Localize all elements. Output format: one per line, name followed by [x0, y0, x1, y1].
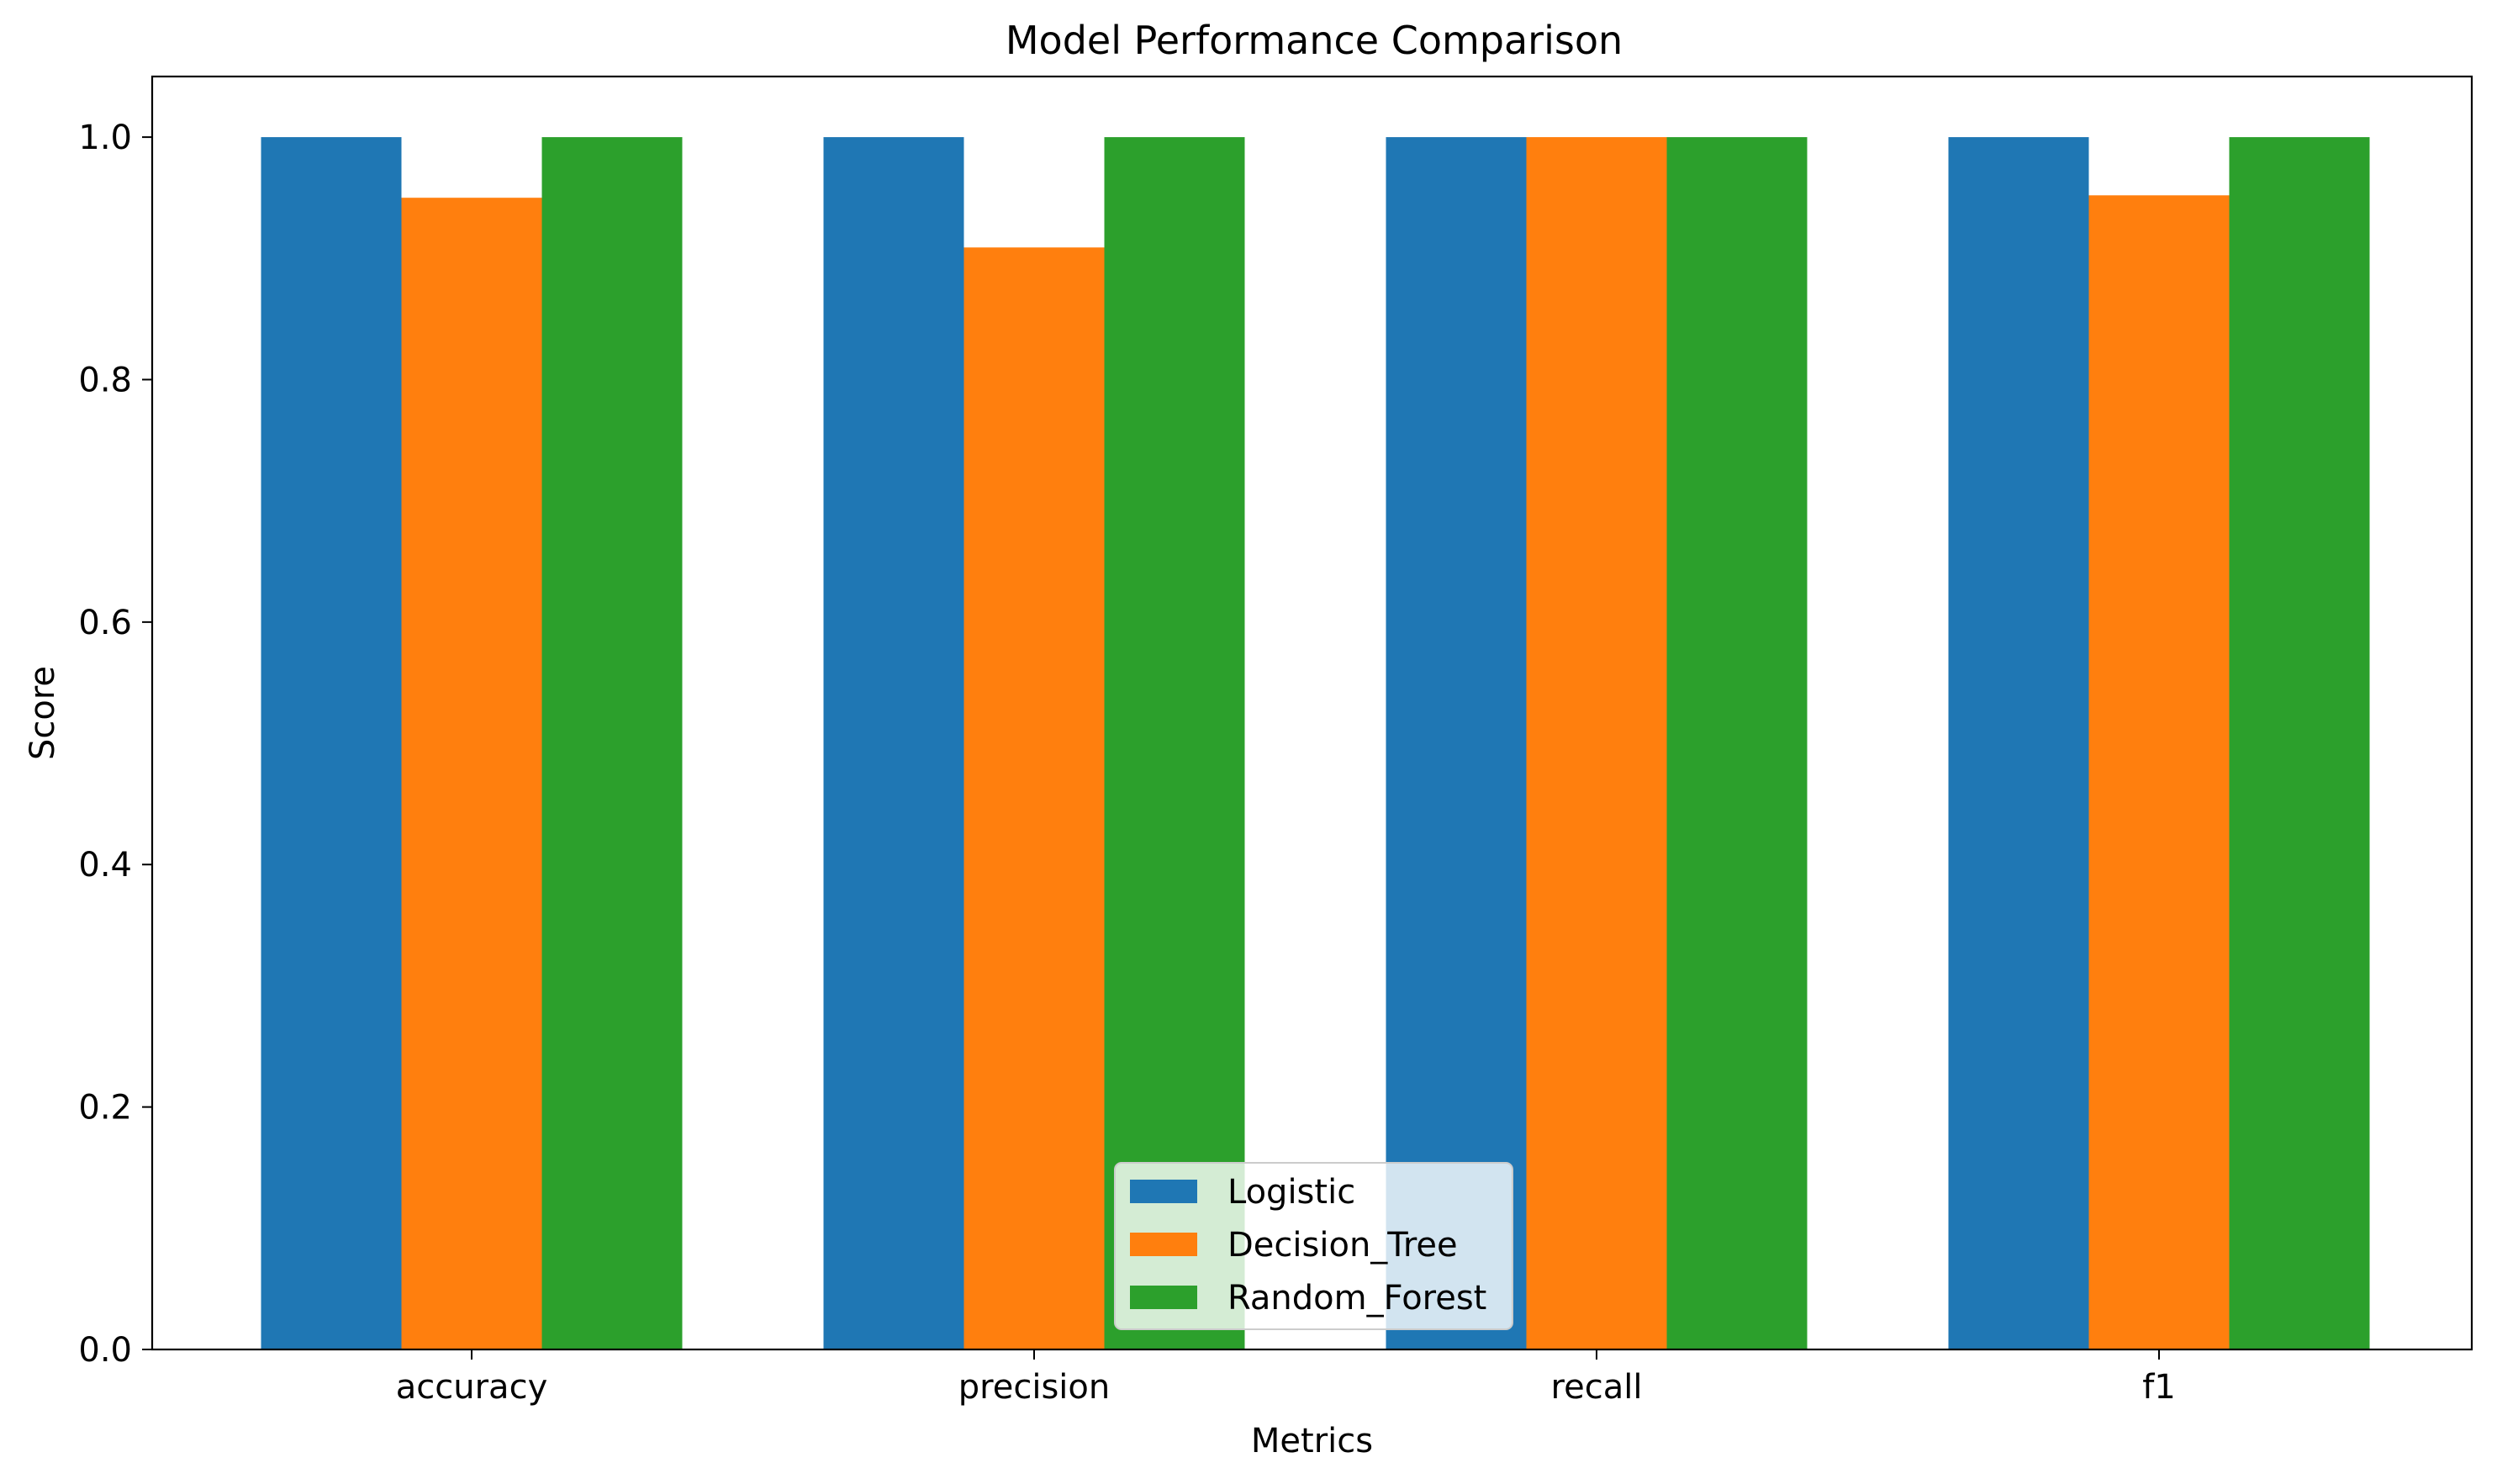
bars-group	[261, 137, 2370, 1350]
x-tick-label: precision	[958, 1368, 1110, 1407]
y-axis-label: Score	[24, 666, 62, 760]
legend-swatch	[1130, 1286, 1197, 1309]
bar-decision-tree-f1	[2088, 195, 2230, 1350]
x-axis-label: Metrics	[1251, 1422, 1373, 1460]
y-tick-label: 1.0	[78, 119, 132, 157]
bar-logistic-f1	[1948, 137, 2089, 1350]
bar-decision-tree-recall	[1526, 137, 1667, 1350]
x-tick-label: accuracy	[396, 1368, 547, 1407]
plot-frame	[150, 75, 2473, 1351]
x-tick-label: f1	[2142, 1368, 2176, 1407]
y-tick-label: 0.6	[78, 604, 132, 642]
y-tick-label: 0.0	[78, 1331, 132, 1370]
bar-random-forest-precision	[1104, 137, 1245, 1350]
bar-decision-tree-precision	[963, 247, 1105, 1349]
y-tick-label: 0.4	[78, 846, 132, 885]
legend-swatch	[1130, 1180, 1197, 1203]
legend-swatch	[1130, 1233, 1197, 1256]
legend-box	[1114, 1162, 1513, 1330]
bar-random-forest-f1	[2229, 137, 2370, 1350]
x-tick-label: recall	[1551, 1368, 1643, 1407]
bar-logistic-accuracy	[261, 137, 402, 1350]
bar-logistic-precision	[823, 137, 964, 1350]
legend-label: Random_Forest	[1227, 1279, 1486, 1318]
y-axis: 0.0 0.2 0.4 0.6 0.8 1.0	[78, 119, 152, 1370]
bar-random-forest-accuracy	[541, 137, 683, 1350]
legend: Logistic Decision_Tree Random_Forest	[1114, 1162, 1513, 1330]
y-tick-label: 0.8	[78, 361, 132, 399]
legend-label: Decision_Tree	[1227, 1226, 1458, 1265]
y-tick-label: 0.2	[78, 1089, 132, 1128]
chart-title: Model Performance Comparison	[1006, 18, 1623, 63]
bar-logistic-recall	[1386, 137, 1527, 1350]
bar-decision-tree-accuracy	[401, 198, 542, 1350]
legend-label: Logistic	[1227, 1173, 1355, 1212]
bar-random-forest-recall	[1666, 137, 1808, 1350]
x-axis: accuracy precision recall f1	[396, 1349, 2176, 1407]
